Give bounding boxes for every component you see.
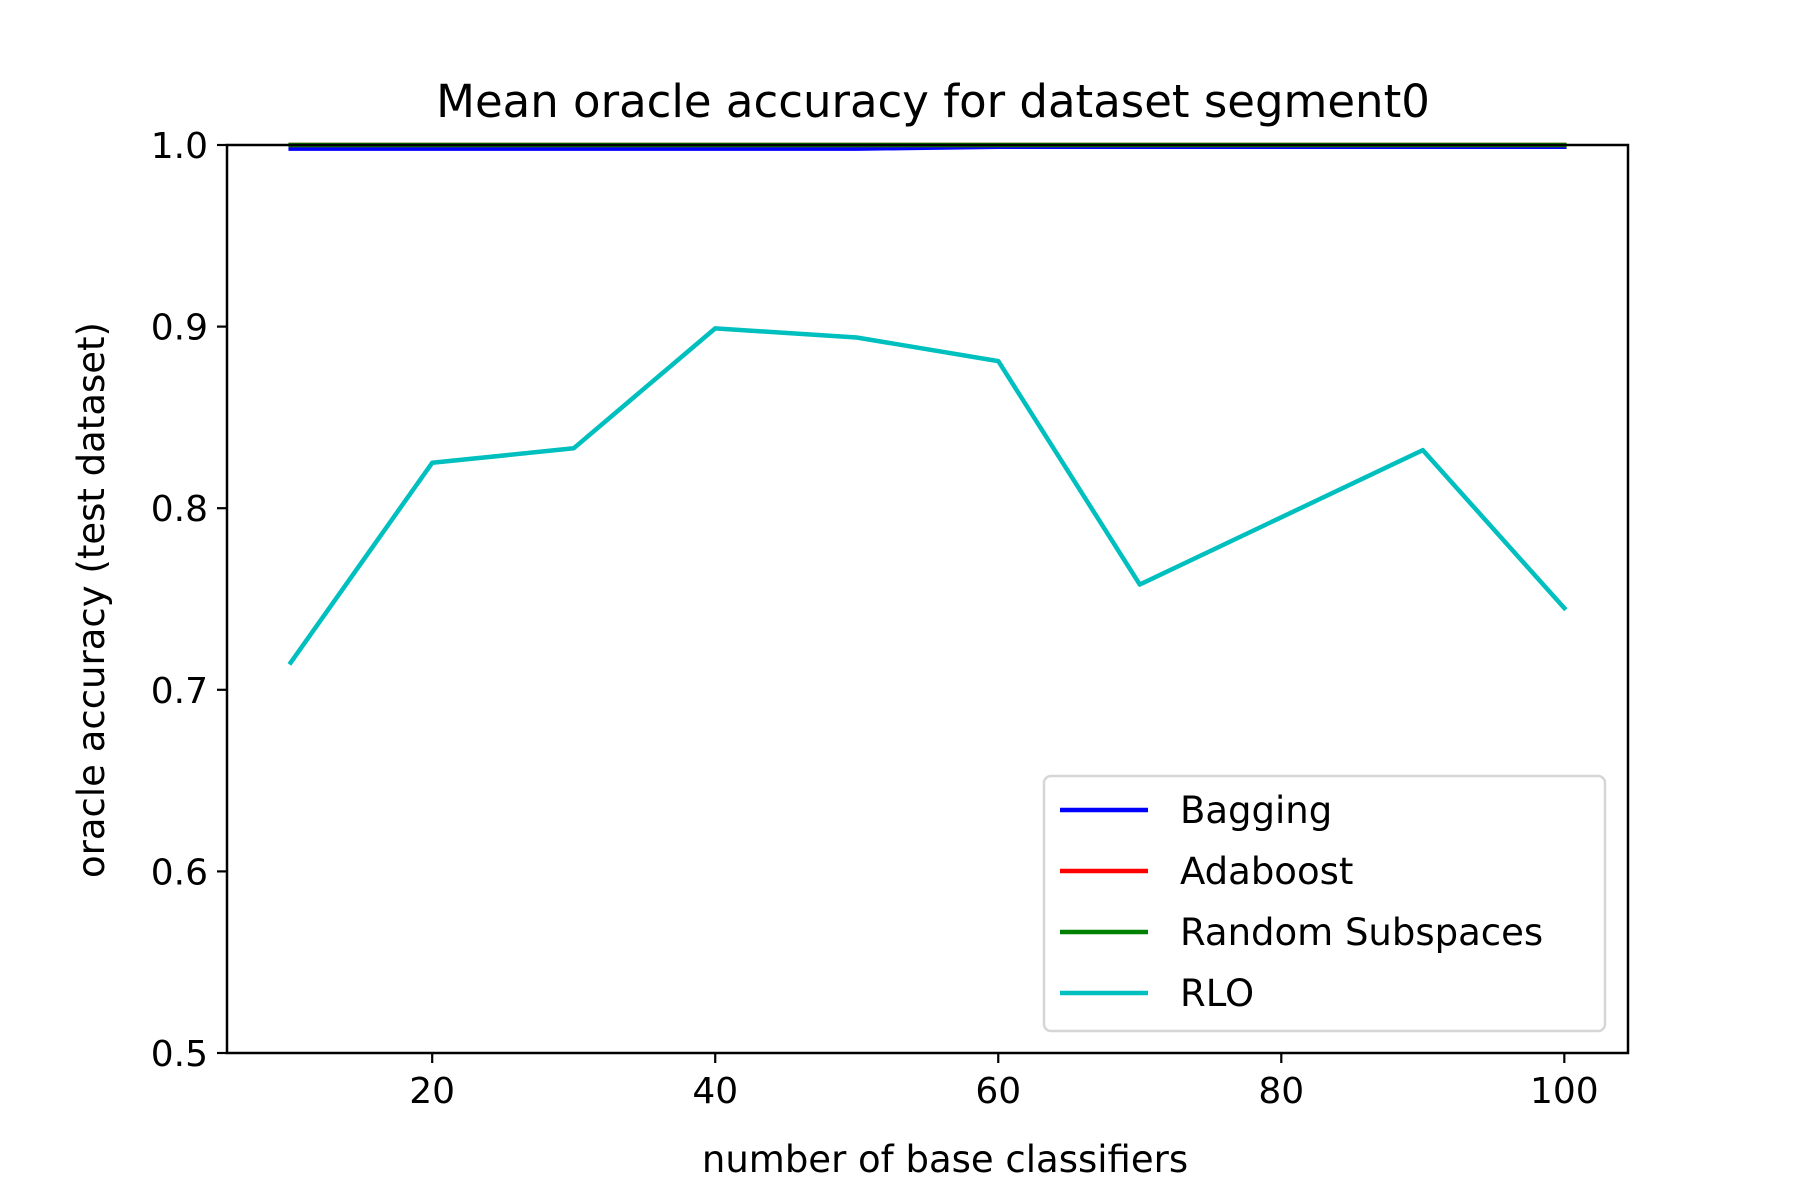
y-tick-label: 1.0 <box>151 126 208 167</box>
legend-box <box>1042 774 1607 1033</box>
y-axis-title: oracle accuracy (test dataset) <box>70 322 113 878</box>
legend-label: Adaboost <box>1180 850 1353 893</box>
series-line-rlo <box>287 326 1568 666</box>
chart-title: Mean oracle accuracy for dataset segment… <box>436 75 1430 128</box>
y-axis: 0.5 0.6 0.7 0.8 0.9 1.0 <box>151 126 227 1075</box>
y-tick-label: 0.8 <box>151 489 208 530</box>
y-tick-label: 0.7 <box>151 671 208 712</box>
y-tick-label: 0.6 <box>151 852 208 893</box>
legend-label: Bagging <box>1180 789 1332 832</box>
legend-label: RLO <box>1180 972 1254 1015</box>
y-tick-label: 0.9 <box>151 308 208 349</box>
y-tick-label: 0.5 <box>151 1034 208 1075</box>
legend-label: Random Subspaces <box>1180 911 1543 954</box>
x-tick-label: 100 <box>1530 1071 1599 1112</box>
x-axis-title: number of base classifiers <box>702 1138 1188 1181</box>
x-tick-label: 60 <box>975 1071 1021 1112</box>
plot-frame <box>225 143 1630 1055</box>
legend: Bagging Adaboost Random Subspaces RLO <box>1042 774 1607 1033</box>
x-tick-label: 40 <box>692 1071 738 1112</box>
x-tick-label: 80 <box>1258 1071 1304 1112</box>
x-axis: 20 40 60 80 100 <box>409 1053 1599 1112</box>
x-tick-label: 20 <box>409 1071 455 1112</box>
